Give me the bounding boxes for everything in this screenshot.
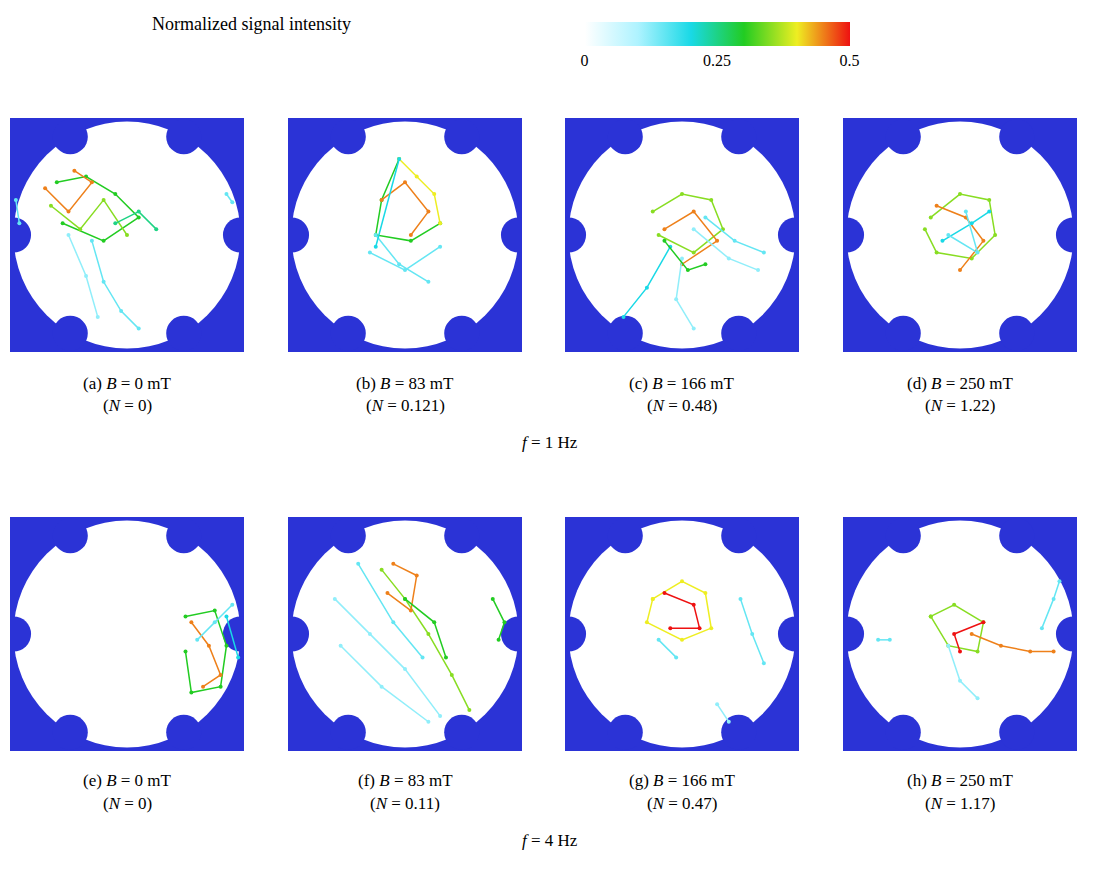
svg-text:Normalized signal intensity: Normalized signal intensity (152, 14, 351, 34)
svg-text:(d) B = 250 mT: (d) B = 250 mT (907, 374, 1014, 393)
svg-text:(e) B = 0 mT: (e) B = 0 mT (83, 771, 172, 790)
svg-text:(c) B = 166 mT: (c) B = 166 mT (629, 374, 735, 393)
svg-text:(N = 0): (N = 0) (103, 794, 152, 813)
svg-text:0.5: 0.5 (840, 52, 860, 69)
svg-text:(N = 1.22): (N = 1.22) (925, 396, 996, 415)
svg-text:(g) B = 166 mT: (g) B = 166 mT (629, 771, 736, 790)
svg-text:(N = 0.121): (N = 0.121) (366, 396, 445, 415)
svg-text:0.25: 0.25 (703, 52, 731, 69)
svg-text:(N = 0.11): (N = 0.11) (370, 794, 440, 813)
svg-text:(b) B = 83 mT: (b) B = 83 mT (356, 374, 454, 393)
svg-text:0: 0 (581, 52, 589, 69)
svg-text:(f) B = 83 mT: (f) B = 83 mT (358, 771, 453, 790)
svg-text:f = 1 Hz: f = 1 Hz (522, 433, 578, 452)
svg-text:(N = 0): (N = 0) (103, 396, 152, 415)
svg-text:(N = 1.17): (N = 1.17) (925, 794, 996, 813)
svg-text:(a) B = 0 mT: (a) B = 0 mT (83, 374, 172, 393)
svg-text:f = 4 Hz: f = 4 Hz (522, 831, 578, 850)
svg-text:(N = 0.48): (N = 0.48) (647, 396, 718, 415)
svg-text:(h) B = 250 mT: (h) B = 250 mT (907, 771, 1014, 790)
svg-text:(N = 0.47): (N = 0.47) (647, 794, 718, 813)
